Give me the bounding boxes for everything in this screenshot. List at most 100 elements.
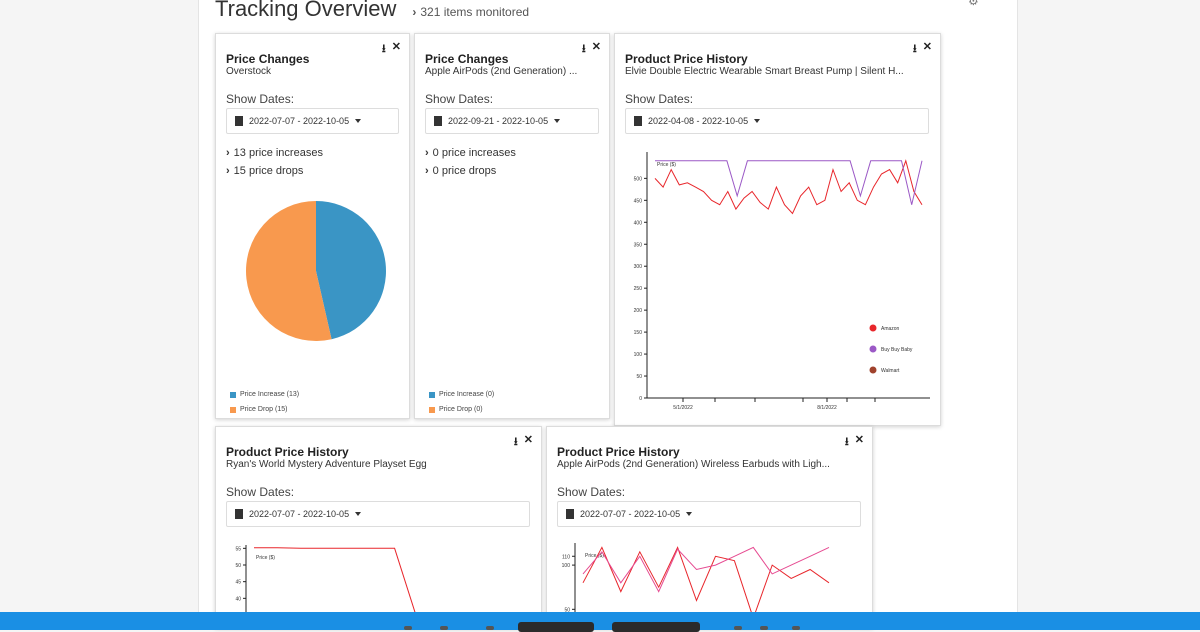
legend-label: Walmart — [881, 368, 900, 374]
series-line — [254, 547, 419, 622]
date-range-picker[interactable]: 2022-04-08 - 2022-10-05 — [625, 108, 929, 134]
caret-down-icon — [686, 512, 693, 516]
y-tick-label: 350 — [634, 242, 643, 248]
price-history-chart: 0 50 100 150 200 250 300 350 400 450 500 Price ($) 5… — [634, 152, 930, 411]
legend-item-price-drop: Price Drop (15) — [230, 406, 287, 413]
y-tick-label: 40 — [235, 596, 241, 602]
y-tick-label: 110 — [562, 554, 570, 560]
show-dates-label: Show Dates: — [226, 92, 295, 106]
price-history-card-ryans: ⭳ ✕ Product Price History Ryan's World M… — [215, 426, 542, 628]
banner-dot — [404, 626, 412, 630]
banner-dot — [760, 626, 768, 630]
date-range-picker[interactable]: 2022-07-07 - 2022-10-05 — [557, 501, 861, 527]
legend-swatch — [230, 391, 236, 398]
caret-down-icon — [554, 119, 561, 123]
price-drops-stat: › 15 price drops — [226, 165, 303, 177]
legend-item-price-increase: Price Increase (13) — [230, 391, 299, 398]
series-line — [582, 546, 830, 593]
card-title: Price Changes — [226, 52, 310, 66]
close-icon[interactable]: ✕ — [523, 434, 533, 446]
x-tick-label: 8/1/2022 — [817, 405, 837, 411]
price-history-chart: 50 100 110 Price ($) — [562, 543, 830, 625]
settings-icon[interactable]: ⚙ — [968, 0, 979, 8]
series-label: Price ($) — [657, 162, 676, 168]
date-range-picker[interactable]: 2022-07-07 - 2022-10-05 — [226, 108, 399, 134]
price-changes-card-airpods: ⭳ ✕ Price Changes Apple AirPods (2nd Gen… — [414, 33, 610, 419]
legend-label: Price Drop (15) — [240, 406, 288, 413]
y-tick-label: 0 — [639, 396, 642, 402]
legend-item-price-drop: Price Drop (0) — [429, 406, 483, 413]
caret-down-icon — [355, 119, 362, 123]
google-play-badge[interactable] — [612, 622, 700, 632]
y-tick-label: 45 — [235, 580, 241, 586]
caret-down-icon — [754, 119, 761, 123]
app-store-badge[interactable] — [518, 622, 594, 632]
close-icon[interactable]: ✕ — [391, 41, 401, 53]
card-subtitle: Ryan's World Mystery Adventure Playset E… — [226, 459, 427, 470]
card-subtitle: Apple AirPods (2nd Generation) Wireless … — [557, 459, 830, 470]
close-icon[interactable]: ✕ — [922, 41, 932, 53]
price-drops-text: 0 price drops — [432, 165, 497, 177]
y-tick-label: 150 — [634, 330, 643, 336]
date-range-value: 2022-04-08 - 2022-10-05 — [648, 116, 749, 126]
y-tick-label: 300 — [634, 264, 643, 270]
legend-label: Price Increase (0) — [439, 391, 495, 398]
legend-swatch — [230, 406, 236, 413]
pie-slice-price-drop — [246, 201, 332, 341]
items-count-text: 321 items monitored — [420, 5, 530, 19]
y-tick-label: 50 — [636, 374, 642, 380]
date-range-value: 2022-07-07 - 2022-10-05 — [249, 116, 350, 126]
chevron-right-icon: › — [226, 147, 230, 159]
legend-label: Price Drop (0) — [439, 406, 483, 413]
download-icon[interactable]: ⭳ — [581, 43, 586, 55]
banner-dot — [792, 626, 800, 630]
legend-item-price-increase: Price Increase (0) — [429, 391, 494, 398]
chevron-right-icon: › — [412, 5, 417, 19]
chevron-right-icon: › — [425, 147, 429, 159]
show-dates-label: Show Dates: — [226, 485, 295, 499]
legend-label: Buy Buy Baby — [881, 347, 913, 353]
close-icon[interactable]: ✕ — [854, 434, 864, 446]
show-dates-label: Show Dates: — [425, 92, 494, 106]
series-line — [655, 160, 923, 205]
calendar-icon — [634, 116, 642, 126]
pie-chart — [246, 201, 386, 341]
card-title: Product Price History — [625, 52, 748, 66]
banner-dot — [486, 626, 494, 630]
calendar-icon — [566, 509, 574, 519]
chevron-right-icon: › — [425, 165, 429, 177]
date-range-picker[interactable]: 2022-09-21 - 2022-10-05 — [425, 108, 599, 134]
y-tick-label: 100 — [634, 352, 643, 358]
y-tick-label: 55 — [235, 546, 241, 552]
chevron-right-icon: › — [226, 165, 230, 177]
price-history-card-airpods: ⭳ ✕ Product Price History Apple AirPods … — [546, 426, 873, 628]
card-subtitle: Apple AirPods (2nd Generation) ... — [425, 66, 578, 77]
price-drops-text: 15 price drops — [233, 165, 304, 177]
y-tick-label: 400 — [634, 220, 643, 226]
date-range-value: 2022-07-07 - 2022-10-05 — [580, 509, 681, 519]
page-title: Tracking Overview — [215, 0, 397, 21]
date-range-value: 2022-07-07 - 2022-10-05 — [249, 509, 350, 519]
download-icon[interactable]: ⭳ — [381, 43, 386, 55]
calendar-icon — [235, 509, 243, 519]
price-changes-card-overstock: ⭳ ✕ Price Changes Overstock Show Dates: … — [215, 33, 410, 419]
price-history-card-elvie: ⭳ ✕ Product Price History Elvie Double E… — [614, 33, 941, 426]
close-icon[interactable]: ✕ — [591, 41, 601, 53]
download-icon[interactable]: ⭳ — [513, 436, 518, 448]
legend-dot — [869, 324, 877, 332]
download-icon[interactable]: ⭳ — [912, 43, 917, 55]
card-title: Product Price History — [226, 445, 349, 459]
price-increases-text: 0 price increases — [432, 147, 516, 159]
series-label: Price ($) — [585, 553, 604, 559]
y-tick-label: 200 — [634, 308, 643, 314]
card-title: Product Price History — [557, 445, 680, 459]
date-range-value: 2022-09-21 - 2022-10-05 — [448, 116, 549, 126]
caret-down-icon — [355, 512, 362, 516]
legend-swatch — [429, 406, 435, 413]
date-range-picker[interactable]: 2022-07-07 - 2022-10-05 — [226, 501, 530, 527]
calendar-icon — [434, 116, 442, 126]
card-title: Price Changes — [425, 52, 509, 66]
download-icon[interactable]: ⭳ — [844, 436, 849, 448]
banner-dot — [734, 626, 742, 630]
banner-dot — [440, 626, 448, 630]
